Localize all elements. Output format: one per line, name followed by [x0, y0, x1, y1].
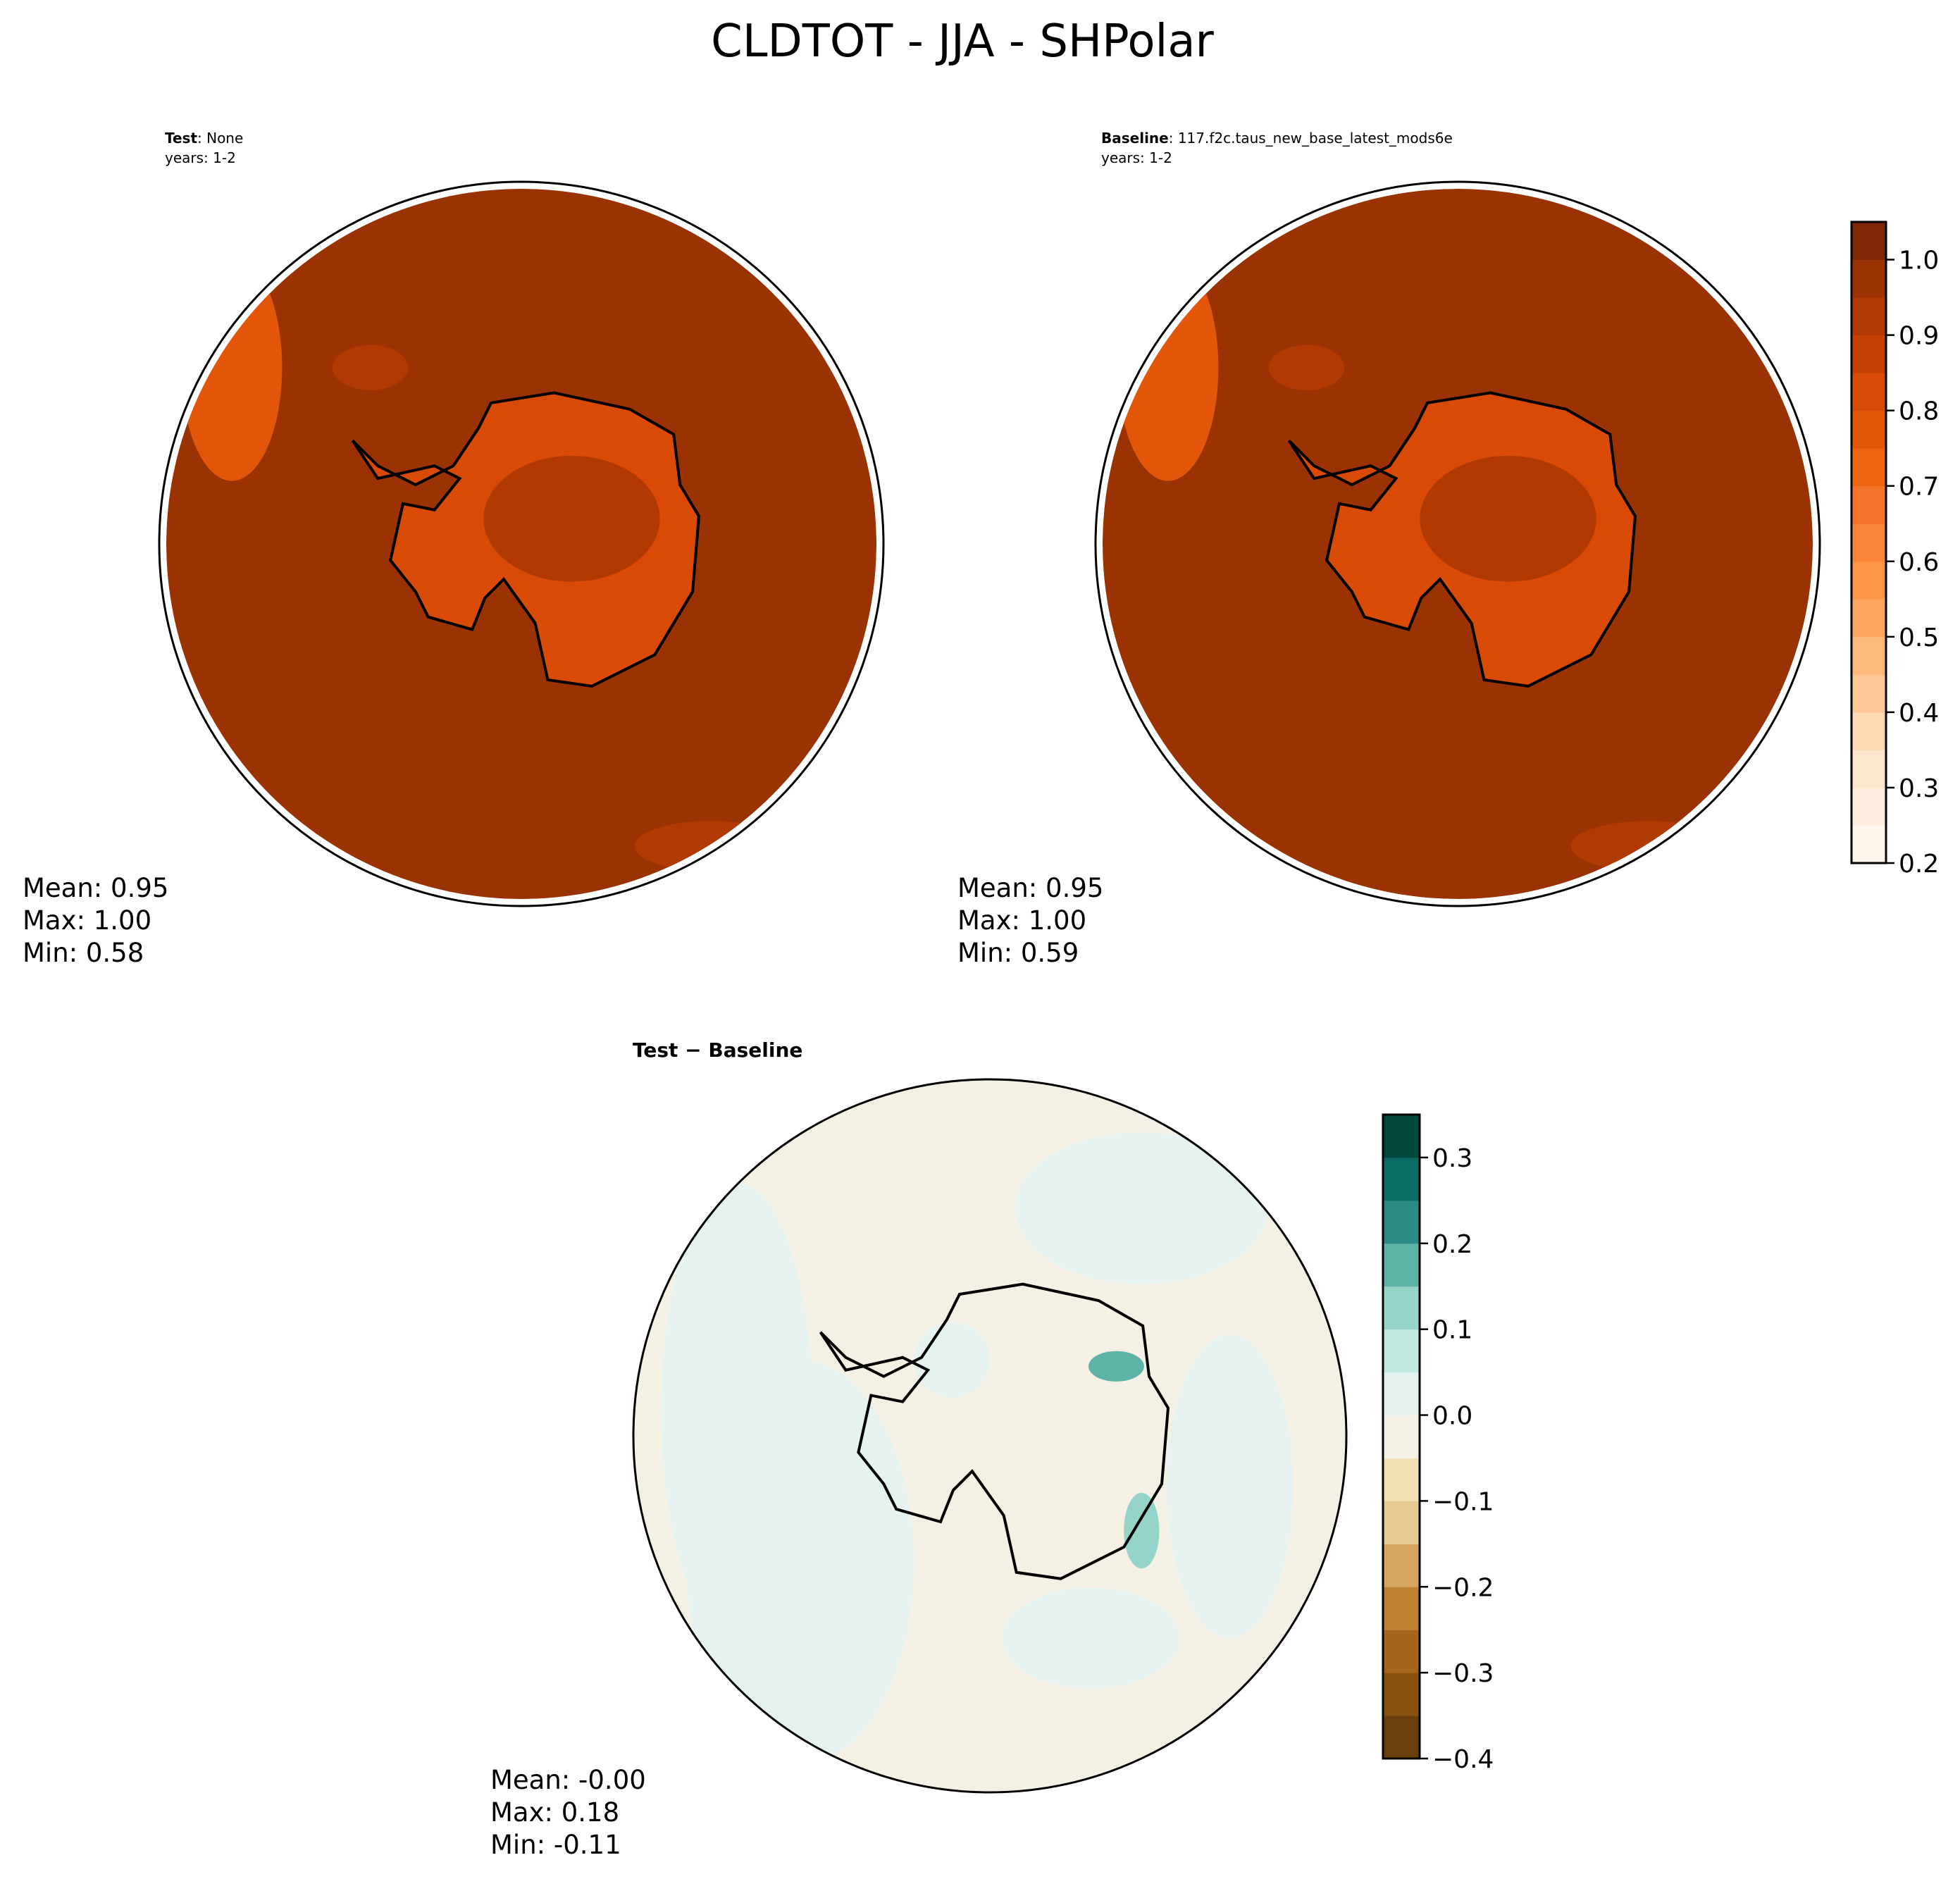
coastline: [819, 1282, 1170, 1580]
map-border: [632, 1078, 1348, 1794]
colorbar-band: [1383, 1329, 1420, 1373]
map-patch: [1167, 1334, 1294, 1639]
colorbar-band: [1383, 1286, 1420, 1330]
map-patch: [332, 345, 409, 390]
colorbar-band: [1383, 1243, 1420, 1287]
coastline: [351, 391, 701, 688]
colorbar-band: [1383, 1630, 1420, 1673]
coastline: [1287, 391, 1637, 688]
colorbar-tick-label: −0.4: [1432, 1745, 1494, 1774]
colorbar-tick-label: 1.0: [1899, 247, 1939, 275]
map-patch: [1088, 1351, 1144, 1382]
map: [1103, 189, 1813, 899]
panel-header: Test: None: [165, 130, 243, 147]
stat: Mean: 0.95: [23, 873, 168, 903]
header-label: Test: [165, 130, 197, 147]
map-patch: [661, 1183, 813, 1639]
header-label: Baseline: [1101, 130, 1169, 147]
stat: Mean: 0.95: [957, 873, 1103, 903]
colorbar-band: [1852, 599, 1886, 638]
header-name: : 117.f2c.taus_new_base_latest_mods6e: [1169, 130, 1453, 147]
stat: Min: 0.59: [957, 938, 1079, 968]
colorbar-band: [1852, 448, 1886, 487]
colorbar-band: [1852, 297, 1886, 336]
map-border: [1094, 180, 1821, 907]
colorbar-band: [1852, 335, 1886, 373]
colorbar-tick-label: 0.1: [1432, 1316, 1472, 1345]
colorbar-tick-label: 0.8: [1899, 397, 1939, 426]
colorbar-tick-label: 0.3: [1432, 1144, 1472, 1173]
panel-header: Test − Baseline: [633, 1038, 802, 1062]
map-patch: [1570, 821, 1723, 872]
colorbar-tick-label: −0.1: [1432, 1487, 1494, 1516]
stat: Max: 1.00: [23, 905, 151, 936]
map-patch: [1124, 1492, 1160, 1569]
colorbar-band: [1383, 1115, 1420, 1158]
stat: Min: -0.11: [490, 1830, 621, 1860]
colorbar-tick-label: 0.4: [1899, 699, 1939, 728]
colorbar-band: [1852, 523, 1886, 562]
stat: Max: 1.00: [957, 905, 1086, 936]
colorbar-tick-label: −0.3: [1432, 1659, 1494, 1688]
panel-years: years: 1-2: [165, 149, 236, 166]
colorbar-band: [1383, 1544, 1420, 1587]
map-patch: [1002, 1587, 1180, 1689]
colorbar-band: [1383, 1501, 1420, 1544]
colorbar-band: [1383, 1673, 1420, 1716]
colorbar-band: [1852, 825, 1886, 864]
colorbar-tick-label: 0.7: [1899, 473, 1939, 502]
colorbar-band: [1852, 222, 1886, 261]
ice-patch: [1420, 455, 1596, 582]
panel-years: years: 1-2: [1101, 149, 1172, 166]
colorbar-band: [1383, 1200, 1420, 1244]
colorbar-band: [1383, 1372, 1420, 1416]
figure-title: CLDTOT - JJA - SHPolar: [711, 15, 1214, 68]
colorbar-tick-label: −0.2: [1432, 1573, 1494, 1602]
map-patch: [914, 1322, 990, 1399]
colorbar-band: [1383, 1458, 1420, 1501]
colorbar-band: [1852, 410, 1886, 449]
colorbar-tick-label: 0.9: [1899, 322, 1939, 351]
colorbar-band: [1852, 561, 1886, 600]
colorbar-tick-label: 0.3: [1899, 774, 1939, 803]
map-patch: [1268, 345, 1345, 390]
map-patch: [634, 821, 786, 872]
map: [633, 1079, 1346, 1792]
map-ring: [1096, 182, 1820, 906]
colorbar-band: [1852, 485, 1886, 524]
map: [166, 189, 876, 899]
map-ring: [159, 182, 883, 906]
colorbar-band: [1383, 1716, 1420, 1759]
header-name: : None: [197, 130, 243, 147]
colorbar-frame: [1850, 221, 1887, 864]
colorbar-band: [1852, 636, 1886, 675]
colorbar-band: [1383, 1415, 1420, 1458]
colorbar-tick-label: 0.6: [1899, 548, 1939, 577]
colorbar-band: [1852, 787, 1886, 826]
colorbar-band: [1383, 1157, 1420, 1201]
stat: Min: 0.58: [23, 938, 144, 968]
panel-header: Baseline: 117.f2c.taus_new_base_latest_m…: [1101, 130, 1453, 147]
colorbar-tick-label: 0.5: [1899, 624, 1939, 652]
ice-patch: [483, 455, 660, 582]
colorbar-band: [1852, 712, 1886, 750]
colorbar-frame: [1382, 1113, 1421, 1760]
colorbar-band: [1852, 674, 1886, 713]
map-patch: [1015, 1132, 1268, 1284]
stat: Max: 0.18: [490, 1797, 619, 1828]
colorbar-tick-label: 0.2: [1432, 1230, 1472, 1259]
colorbar-tick-label: 0.2: [1899, 850, 1939, 879]
colorbar-band: [1383, 1587, 1420, 1630]
colorbar-band: [1852, 750, 1886, 788]
map-border: [158, 180, 885, 907]
colorbar-band: [1852, 373, 1886, 411]
colorbar-band: [1852, 259, 1886, 298]
colorbar-tick-label: 0.0: [1432, 1402, 1472, 1431]
stat: Mean: -0.00: [490, 1765, 646, 1795]
